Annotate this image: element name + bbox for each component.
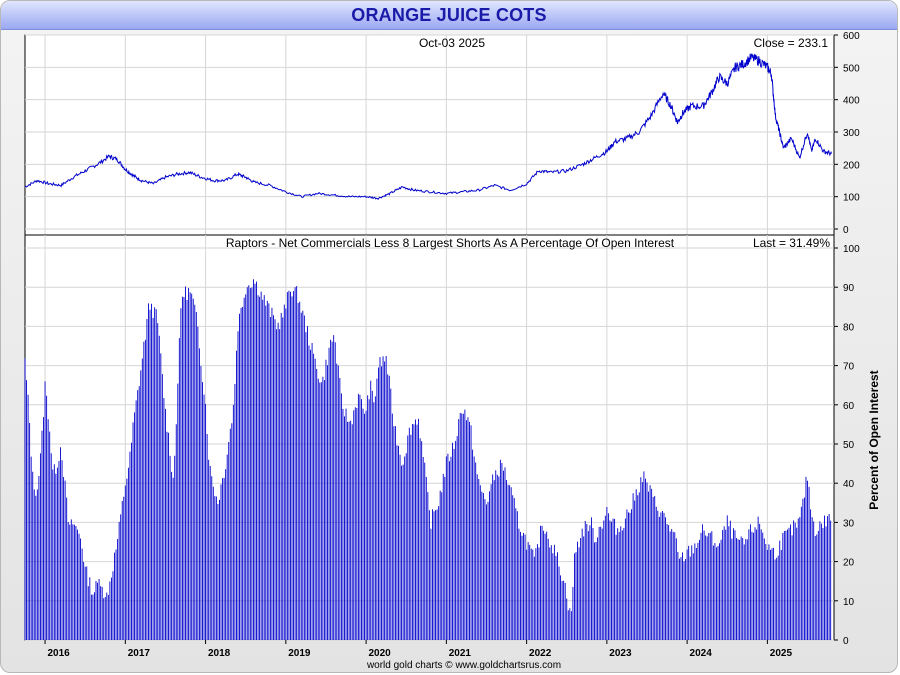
x-tick-label-2023: 2023 xyxy=(609,648,632,659)
price-ytick-label-0: 0 xyxy=(843,225,849,236)
price-grid xyxy=(25,34,834,235)
price-ytick-label-400: 400 xyxy=(843,96,860,107)
x-tick-label-2020: 2020 xyxy=(369,648,392,659)
x-axis: 2016 2017 2018 2019 2020 2021 2022 2023 2024 2025 xyxy=(44,640,793,659)
cot-ytick-label-80: 80 xyxy=(843,322,855,333)
cot-ytick-label-50: 50 xyxy=(843,440,855,451)
x-tick-label-2016: 2016 xyxy=(47,648,70,659)
price-ytick-label-100: 100 xyxy=(843,193,860,204)
price-ytick-label-300: 300 xyxy=(843,128,860,139)
cot-bars xyxy=(24,279,832,640)
cot-ytick-label-30: 30 xyxy=(843,518,855,529)
credit-text: world gold charts © www.goldchartsrus.co… xyxy=(366,660,561,671)
cot-y-axis: 0 10 20 30 40 50 60 70 80 90 100 xyxy=(834,244,860,647)
cot-ytick-label-20: 20 xyxy=(843,558,855,569)
price-date-label: Oct-03 2025 xyxy=(419,36,485,50)
price-series-line xyxy=(24,53,833,201)
cot-last-label: Last = 31.49% xyxy=(753,236,830,250)
cot-ytick-label-100: 100 xyxy=(843,244,860,255)
title-bar: ORANGE JUICE COTS xyxy=(1,1,897,30)
price-y-axis: 0 100 200 300 400 500 600 xyxy=(834,31,860,236)
x-tick-label-2018: 2018 xyxy=(208,648,231,659)
cot-title: Raptors - Net Commercials Less 8 Largest… xyxy=(226,236,675,250)
chart-title: ORANGE JUICE COTS xyxy=(351,5,547,25)
x-tick-label-2021: 2021 xyxy=(449,648,472,659)
cot-ytick-label-0: 0 xyxy=(843,636,849,647)
x-tick-label-2019: 2019 xyxy=(288,648,311,659)
x-tick-label-2024: 2024 xyxy=(690,648,713,659)
price-ytick-label-200: 200 xyxy=(843,160,860,171)
cot-y-axis-label: Percent of Open Interest xyxy=(867,370,881,509)
price-ytick-label-500: 500 xyxy=(843,63,860,74)
cot-ytick-label-90: 90 xyxy=(843,283,855,294)
cot-ytick-label-40: 40 xyxy=(843,479,855,490)
price-ytick-label-600: 600 xyxy=(843,31,860,42)
price-close-label: Close = 233.1 xyxy=(754,36,829,50)
cot-ytick-label-60: 60 xyxy=(843,401,855,412)
cot-ytick-label-10: 10 xyxy=(843,597,855,608)
x-tick-label-2017: 2017 xyxy=(128,648,151,659)
price-panel xyxy=(24,34,835,236)
cot-ytick-label-70: 70 xyxy=(843,362,855,373)
x-tick-label-2022: 2022 xyxy=(529,648,552,659)
x-tick-label-2025: 2025 xyxy=(770,648,793,659)
